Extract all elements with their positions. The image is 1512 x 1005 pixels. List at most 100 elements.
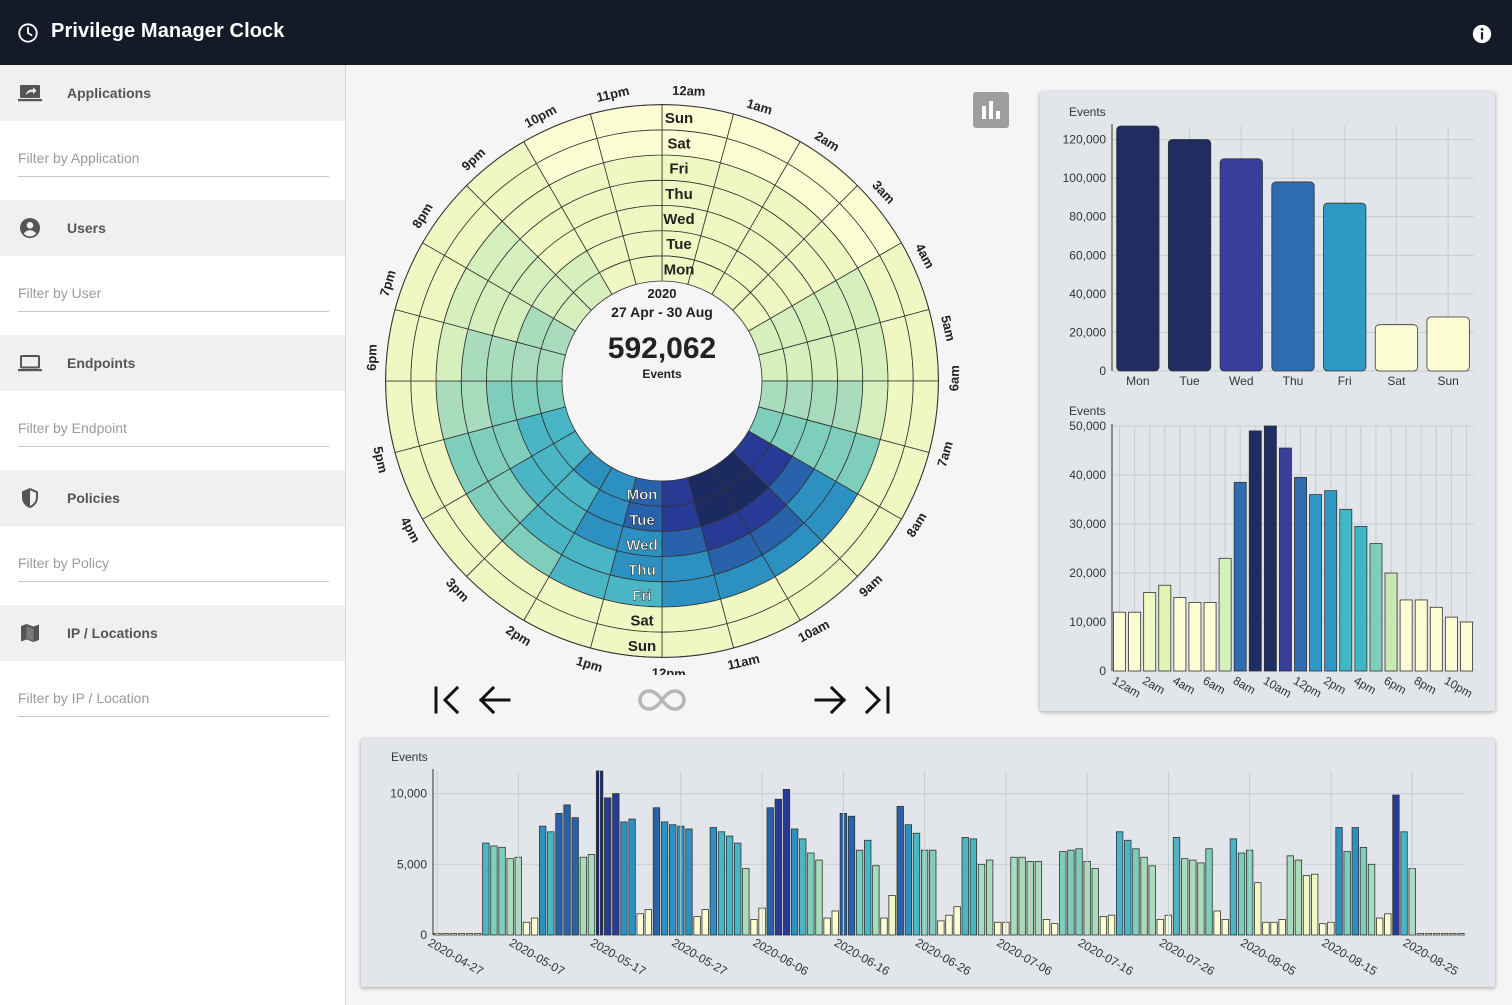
bar[interactable] <box>1426 316 1470 372</box>
bar[interactable] <box>539 825 547 936</box>
bar[interactable] <box>1116 125 1160 372</box>
bar[interactable] <box>1354 526 1368 672</box>
bar[interactable] <box>628 818 636 936</box>
bar[interactable] <box>1416 933 1424 936</box>
section-header-users[interactable]: Users <box>0 200 345 256</box>
bar[interactable] <box>904 824 913 936</box>
bar[interactable] <box>1460 621 1473 672</box>
bar[interactable] <box>945 914 953 936</box>
bar[interactable] <box>985 859 994 936</box>
bar[interactable] <box>669 824 677 936</box>
bar[interactable] <box>1213 910 1221 936</box>
previous-button[interactable] <box>475 684 515 716</box>
last-page-button[interactable] <box>860 684 894 716</box>
bar[interactable] <box>799 838 807 936</box>
bar[interactable] <box>644 909 652 936</box>
heatmap-cell[interactable] <box>782 341 813 382</box>
bar[interactable] <box>937 920 945 936</box>
bar[interactable] <box>961 837 969 936</box>
bar[interactable] <box>1113 611 1126 672</box>
bar[interactable] <box>701 909 709 936</box>
bar[interactable] <box>782 788 791 936</box>
bar[interactable] <box>1237 852 1246 936</box>
location-filter-input[interactable] <box>18 679 329 717</box>
show-all-button[interactable] <box>636 684 688 716</box>
bar[interactable] <box>864 839 872 936</box>
bar[interactable] <box>441 933 449 936</box>
heatmap-cell[interactable] <box>511 380 542 421</box>
bar[interactable] <box>636 913 644 936</box>
bar[interactable] <box>1181 858 1189 936</box>
bar[interactable] <box>977 863 986 936</box>
bar[interactable] <box>457 933 466 936</box>
endpoint-filter-input[interactable] <box>18 409 329 447</box>
bar[interactable] <box>1441 933 1449 936</box>
bar[interactable] <box>1286 855 1294 936</box>
bar[interactable] <box>1324 490 1338 672</box>
bar[interactable] <box>766 807 774 936</box>
bar[interactable] <box>604 797 612 936</box>
bar[interactable] <box>1115 831 1124 936</box>
bar[interactable] <box>790 828 799 936</box>
heatmap-cell[interactable] <box>782 380 813 421</box>
bar[interactable] <box>1197 862 1205 936</box>
bar[interactable] <box>1156 919 1164 936</box>
bar[interactable] <box>1128 611 1142 672</box>
bar[interactable] <box>1279 447 1292 672</box>
chart-toggle-button[interactable] <box>973 92 1009 128</box>
bar[interactable] <box>774 798 783 936</box>
bar[interactable] <box>1374 324 1419 372</box>
bar[interactable] <box>490 845 498 936</box>
day-of-week-bar-chart[interactable]: Events 0 20,000 40,000 60,000 80,000 100,000 12… <box>1040 92 1495 392</box>
bar[interactable] <box>1018 856 1026 936</box>
bar[interactable] <box>547 831 555 936</box>
bar[interactable] <box>1067 849 1075 936</box>
bar[interactable] <box>1107 914 1116 936</box>
bar[interactable] <box>693 916 701 936</box>
bar[interactable] <box>1059 851 1067 936</box>
bar[interactable] <box>1449 933 1457 936</box>
bar[interactable] <box>1424 933 1433 936</box>
bar[interactable] <box>1294 859 1303 936</box>
bar[interactable] <box>1376 917 1384 936</box>
info-icon[interactable] <box>1471 23 1493 45</box>
bar[interactable] <box>522 921 531 936</box>
bar[interactable] <box>1219 158 1263 372</box>
radial-heatmap-clock[interactable]: Mon Mon Tue Tue Wed Wed Thu Thu Fri Fri Sat Sat Sun S… <box>355 75 1005 675</box>
bar[interactable] <box>1050 923 1059 936</box>
first-page-button[interactable] <box>430 684 464 716</box>
bar[interactable] <box>1432 933 1441 936</box>
bar[interactable] <box>709 827 717 936</box>
bar[interactable] <box>896 805 904 936</box>
bar[interactable] <box>555 813 563 936</box>
bar[interactable] <box>571 817 579 936</box>
bar[interactable] <box>1262 921 1270 936</box>
bar[interactable] <box>1140 856 1148 936</box>
bar[interactable] <box>1335 827 1343 936</box>
bar[interactable] <box>1172 837 1181 936</box>
bar[interactable] <box>1414 599 1428 672</box>
heatmap-cell[interactable] <box>661 501 702 532</box>
bar[interactable] <box>685 828 693 936</box>
bar[interactable] <box>880 917 888 936</box>
bar[interactable] <box>498 846 506 936</box>
bar[interactable] <box>1091 868 1099 936</box>
section-header-policies[interactable]: Policies <box>0 470 345 526</box>
section-header-applications[interactable]: Applications <box>0 65 345 121</box>
bar[interactable] <box>563 804 571 936</box>
bar[interactable] <box>1034 861 1043 936</box>
bar[interactable] <box>717 831 726 936</box>
heatmap-cell[interactable] <box>622 230 663 261</box>
bar[interactable] <box>1205 848 1213 936</box>
bar[interactable] <box>1189 859 1197 936</box>
bar[interactable] <box>1444 616 1458 672</box>
bar[interactable] <box>1311 873 1319 936</box>
bar[interactable] <box>1319 923 1327 936</box>
bar[interactable] <box>506 858 514 936</box>
bar[interactable] <box>1148 865 1156 936</box>
bar[interactable] <box>1188 601 1202 672</box>
bar[interactable] <box>1278 919 1286 936</box>
bar[interactable] <box>1302 875 1311 936</box>
bar[interactable] <box>474 933 482 936</box>
bar[interactable] <box>872 865 880 936</box>
